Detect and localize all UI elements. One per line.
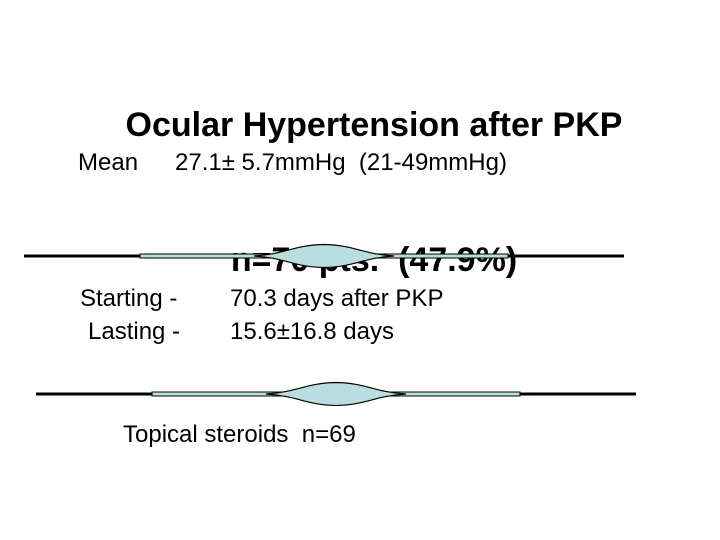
starting-value: 70.3 days after PKP bbox=[230, 285, 444, 312]
footer-line: Topical steroids n=69 bbox=[123, 423, 356, 447]
divider-diamond-shape bbox=[253, 243, 395, 269]
divider-diamond-bottom bbox=[36, 381, 636, 407]
mean-value: 27.1± 5.7mmHg (21-49mmHg) bbox=[175, 149, 507, 176]
lasting-line: Lasting - 15.6±16.8 days bbox=[88, 320, 394, 344]
lasting-value: 15.6±16.8 days bbox=[230, 318, 394, 345]
divider-diamond-top bbox=[24, 243, 624, 269]
starting-line: Starting - 70.3 days after PKP bbox=[80, 287, 443, 311]
slide-title-line1: Ocular Hypertension after PKP bbox=[125, 106, 623, 144]
mean-label: Mean bbox=[78, 149, 139, 176]
footer-text: Topical steroids n=69 bbox=[123, 421, 356, 448]
starting-label: Starting - bbox=[80, 285, 178, 312]
lasting-label: Lasting - bbox=[88, 318, 181, 345]
divider-diamond-shape bbox=[265, 381, 407, 407]
mean-line: Mean 27.1± 5.7mmHg (21-49mmHg) bbox=[78, 151, 507, 175]
